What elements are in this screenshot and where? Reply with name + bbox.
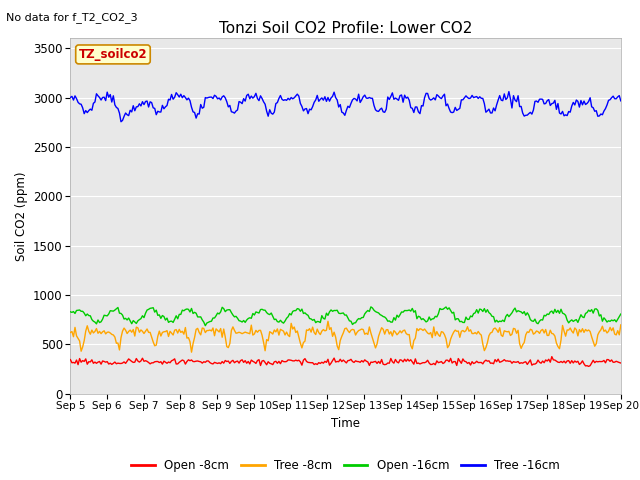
X-axis label: Time: Time bbox=[331, 417, 360, 430]
Y-axis label: Soil CO2 (ppm): Soil CO2 (ppm) bbox=[15, 171, 28, 261]
Title: Tonzi Soil CO2 Profile: Lower CO2: Tonzi Soil CO2 Profile: Lower CO2 bbox=[219, 21, 472, 36]
Legend: Open -8cm, Tree -8cm, Open -16cm, Tree -16cm: Open -8cm, Tree -8cm, Open -16cm, Tree -… bbox=[127, 454, 564, 477]
Text: TZ_soilco2: TZ_soilco2 bbox=[79, 48, 147, 61]
Text: No data for f_T2_CO2_3: No data for f_T2_CO2_3 bbox=[6, 12, 138, 23]
